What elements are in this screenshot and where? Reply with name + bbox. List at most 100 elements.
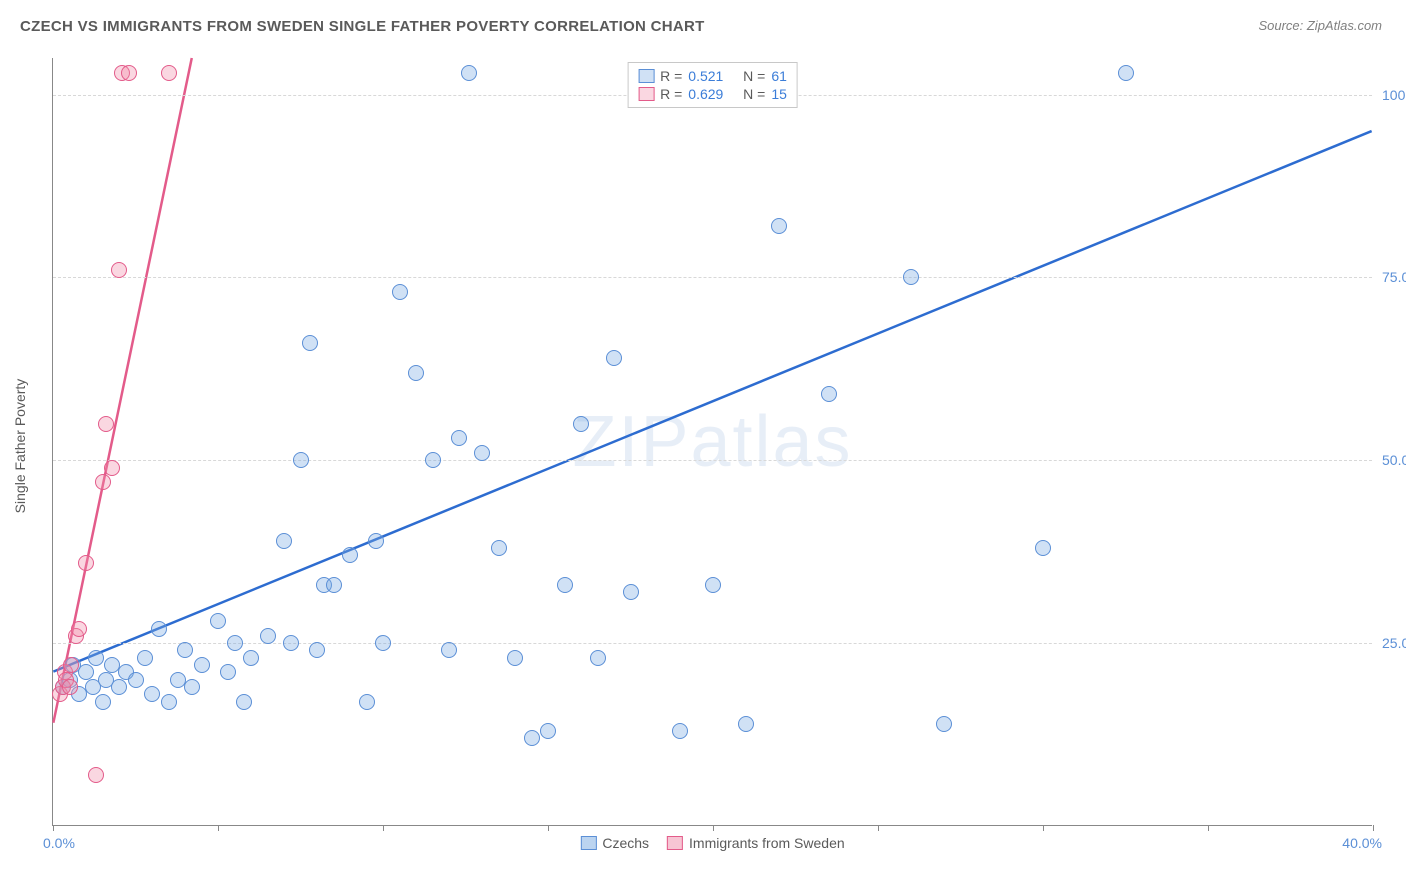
series-legend-item: Czechs (580, 835, 649, 851)
x-axis-min-label: 0.0% (43, 835, 75, 851)
x-tick (548, 825, 549, 831)
scatter-point (903, 269, 919, 285)
scatter-point (63, 657, 79, 673)
scatter-point (540, 723, 556, 739)
y-tick-label: 50.0% (1382, 452, 1406, 468)
scatter-point (507, 650, 523, 666)
chart-title: CZECH VS IMMIGRANTS FROM SWEDEN SINGLE F… (20, 18, 705, 35)
x-tick (713, 825, 714, 831)
source-attribution: Source: ZipAtlas.com (1258, 18, 1382, 33)
scatter-point (451, 430, 467, 446)
scatter-point (738, 716, 754, 732)
gridline-h (53, 277, 1372, 278)
x-tick (53, 825, 54, 831)
series-legend-label: Czechs (602, 835, 649, 851)
scatter-point (88, 767, 104, 783)
scatter-point (474, 445, 490, 461)
scatter-point (293, 452, 309, 468)
scatter-point (161, 694, 177, 710)
n-label: N = (743, 68, 765, 84)
legend-swatch (667, 836, 683, 850)
scatter-point (227, 635, 243, 651)
scatter-point (606, 350, 622, 366)
scatter-point (88, 650, 104, 666)
scatter-point (359, 694, 375, 710)
watermark: ZIPatlas (572, 401, 852, 483)
scatter-point (161, 65, 177, 81)
y-tick-label: 100.0% (1382, 87, 1406, 103)
scatter-point (95, 694, 111, 710)
scatter-point (210, 613, 226, 629)
scatter-point (705, 577, 721, 593)
scatter-point (623, 584, 639, 600)
scatter-point (771, 218, 787, 234)
scatter-point (184, 679, 200, 695)
x-tick (878, 825, 879, 831)
n-value: 61 (771, 68, 787, 84)
x-axis-max-label: 40.0% (1342, 835, 1382, 851)
y-tick-label: 25.0% (1382, 635, 1406, 651)
scatter-point (461, 65, 477, 81)
scatter-point (1118, 65, 1134, 81)
scatter-point (302, 335, 318, 351)
scatter-point (375, 635, 391, 651)
scatter-point (220, 664, 236, 680)
scatter-point (425, 452, 441, 468)
scatter-point (491, 540, 507, 556)
gridline-h (53, 460, 1372, 461)
x-tick (1208, 825, 1209, 831)
scatter-point (104, 460, 120, 476)
plot-area: ZIPatlas R = 0.521 N = 61R = 0.629 N = 1… (52, 58, 1372, 826)
legend-swatch (638, 87, 654, 101)
n-label: N = (743, 86, 765, 102)
scatter-point (590, 650, 606, 666)
scatter-point (260, 628, 276, 644)
scatter-point (78, 664, 94, 680)
scatter-point (236, 694, 252, 710)
scatter-point (326, 577, 342, 593)
trend-lines-layer (53, 58, 1372, 825)
r-label: R = (660, 86, 682, 102)
gridline-h (53, 643, 1372, 644)
scatter-point (368, 533, 384, 549)
n-value: 15 (771, 86, 787, 102)
scatter-point (821, 386, 837, 402)
scatter-point (441, 642, 457, 658)
scatter-point (194, 657, 210, 673)
scatter-point (936, 716, 952, 732)
scatter-point (276, 533, 292, 549)
r-value: 0.629 (688, 86, 723, 102)
scatter-point (111, 262, 127, 278)
r-label: R = (660, 68, 682, 84)
scatter-point (78, 555, 94, 571)
scatter-point (71, 621, 87, 637)
scatter-point (309, 642, 325, 658)
scatter-point (524, 730, 540, 746)
r-value: 0.521 (688, 68, 723, 84)
x-tick (1043, 825, 1044, 831)
scatter-point (95, 474, 111, 490)
scatter-point (672, 723, 688, 739)
scatter-point (177, 642, 193, 658)
scatter-point (243, 650, 259, 666)
scatter-point (573, 416, 589, 432)
correlation-legend-row: R = 0.629 N = 15 (638, 85, 787, 103)
scatter-point (128, 672, 144, 688)
legend-swatch (638, 69, 654, 83)
scatter-point (392, 284, 408, 300)
scatter-point (1035, 540, 1051, 556)
scatter-point (111, 679, 127, 695)
scatter-point (283, 635, 299, 651)
series-legend-label: Immigrants from Sweden (689, 835, 845, 851)
series-legend: Czechs Immigrants from Sweden (580, 835, 844, 851)
scatter-point (137, 650, 153, 666)
x-tick (383, 825, 384, 831)
scatter-point (342, 547, 358, 563)
legend-swatch (580, 836, 596, 850)
scatter-point (98, 416, 114, 432)
scatter-point (408, 365, 424, 381)
x-tick (218, 825, 219, 831)
correlation-legend: R = 0.521 N = 61R = 0.629 N = 15 (627, 62, 798, 108)
scatter-point (62, 679, 78, 695)
scatter-point (151, 621, 167, 637)
